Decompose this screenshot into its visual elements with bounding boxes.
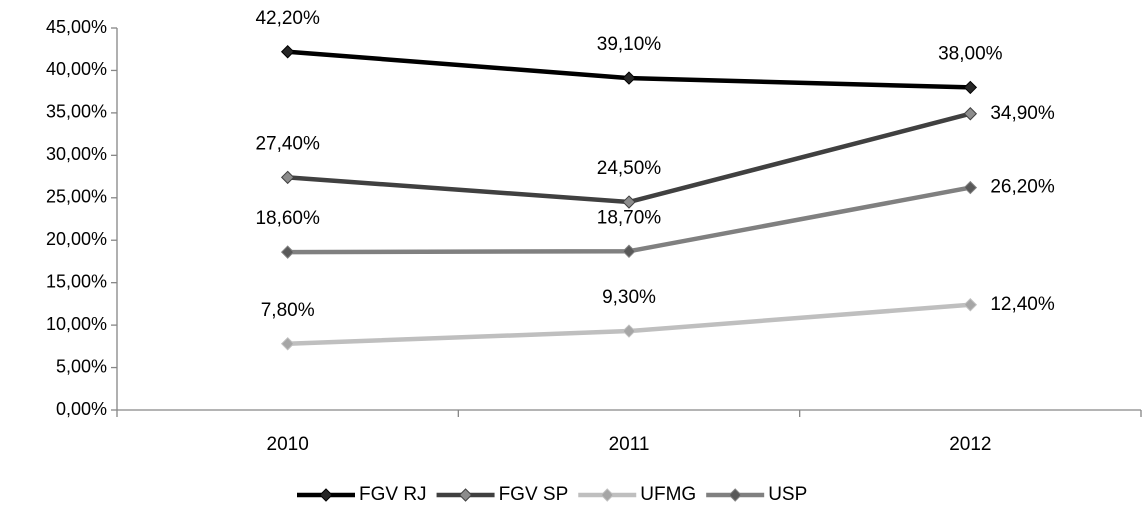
marker xyxy=(280,337,295,351)
legend-marker xyxy=(728,488,742,502)
marker xyxy=(622,71,636,85)
marker xyxy=(963,298,978,312)
y-tick-label: 5,00% xyxy=(56,356,107,376)
y-tick-label: 10,00% xyxy=(46,314,107,334)
data-label: 7,80% xyxy=(261,300,315,321)
y-tick-label: 45,00% xyxy=(46,17,107,37)
marker xyxy=(963,180,978,195)
data-label: 38,00% xyxy=(938,43,1003,64)
data-label: 12,40% xyxy=(990,294,1055,315)
legend-label: FGV RJ xyxy=(359,484,427,505)
data-label: 9,30% xyxy=(602,287,656,308)
marker xyxy=(280,245,295,259)
marker xyxy=(622,324,636,338)
marker xyxy=(622,244,636,258)
marker xyxy=(280,45,295,59)
marker xyxy=(963,107,978,121)
marker xyxy=(280,170,295,185)
data-label: 18,60% xyxy=(255,208,320,229)
marker xyxy=(963,80,978,95)
y-tick-label: 15,00% xyxy=(46,271,107,291)
data-label: 34,90% xyxy=(990,103,1055,124)
y-tick-label: 0,00% xyxy=(56,399,107,419)
y-tick-label: 40,00% xyxy=(46,59,107,79)
x-tick-label: 2011 xyxy=(609,434,650,455)
y-tick-label: 20,00% xyxy=(46,229,107,249)
data-label: 42,20% xyxy=(255,8,320,29)
legend-marker xyxy=(458,488,473,502)
legend-label: USP xyxy=(768,484,807,505)
y-tick-label: 30,00% xyxy=(46,144,107,164)
marker xyxy=(622,195,636,209)
legend-label: UFMG xyxy=(640,484,696,505)
data-label: 39,10% xyxy=(597,34,662,55)
y-tick-label: 25,00% xyxy=(46,187,107,207)
legend-marker xyxy=(600,488,614,502)
x-tick-label: 2012 xyxy=(949,434,991,455)
series-line xyxy=(287,302,971,347)
legend-label: FGV SP xyxy=(499,484,569,505)
legend-marker xyxy=(319,488,333,502)
y-tick-label: 35,00% xyxy=(46,102,107,122)
data-label: 18,70% xyxy=(597,207,662,228)
data-label: 27,40% xyxy=(255,133,320,154)
x-tick-label: 2010 xyxy=(267,434,309,455)
data-label: 24,50% xyxy=(597,158,662,179)
data-label: 26,20% xyxy=(990,177,1055,198)
